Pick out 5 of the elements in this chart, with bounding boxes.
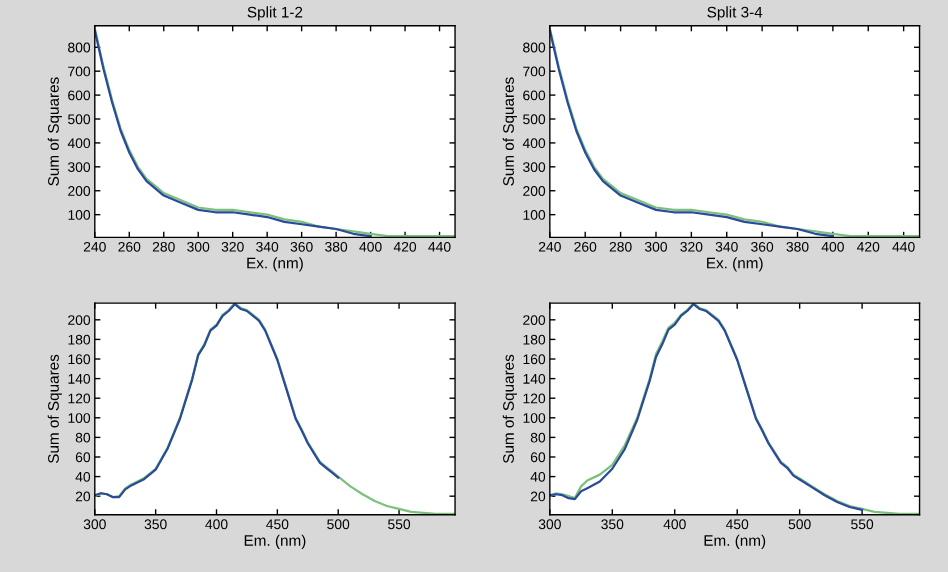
line-series xyxy=(549,303,920,515)
line-series xyxy=(94,303,456,515)
line-series xyxy=(549,27,920,238)
line-series xyxy=(94,303,340,499)
line-series xyxy=(94,27,456,238)
